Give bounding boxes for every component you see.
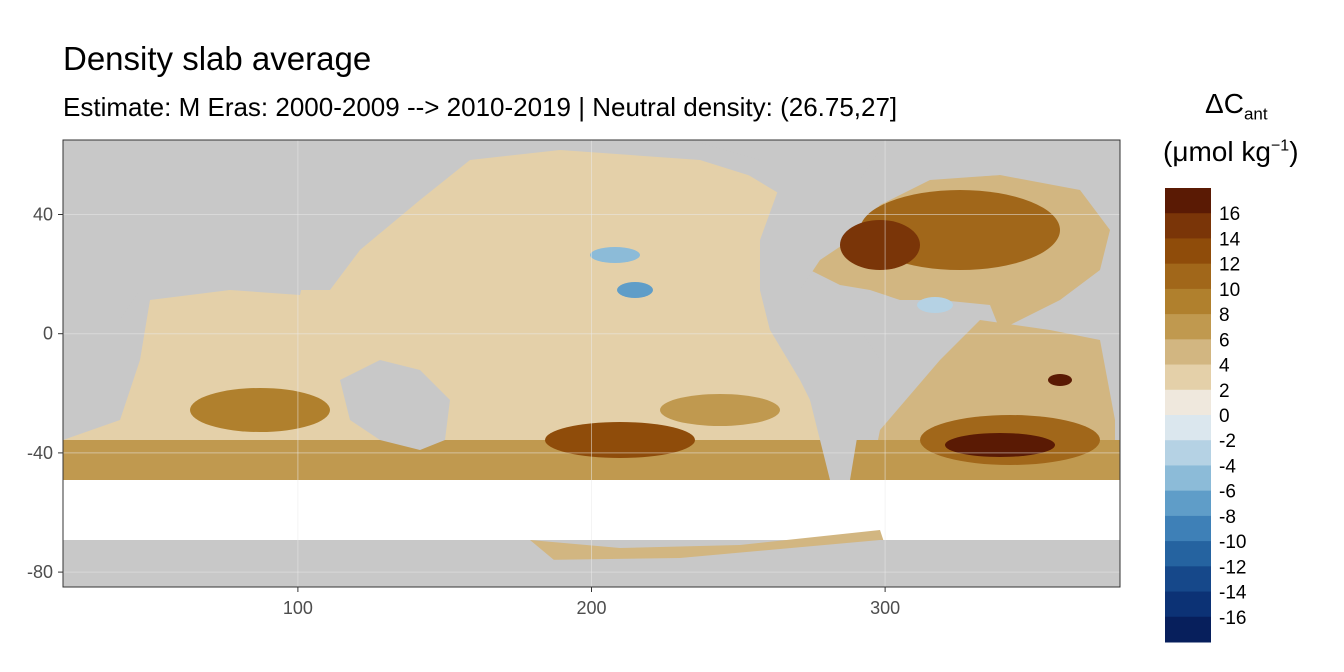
legend-swatch [1165, 566, 1211, 593]
legend-title-symbol: ΔC [1205, 88, 1244, 119]
legend-swatch [1165, 263, 1211, 290]
legend-swatch [1165, 288, 1211, 315]
legend-label: -14 [1219, 583, 1247, 604]
legend-label: -4 [1219, 456, 1236, 477]
legend-unit-close: ) [1289, 136, 1299, 167]
anomaly-atlantic-spot [1048, 374, 1072, 386]
legend-swatch [1165, 616, 1211, 643]
land-africa [63, 300, 110, 370]
y-tick-label: -80 [27, 562, 53, 582]
legend-label: -12 [1219, 557, 1246, 578]
legend-label: 12 [1219, 255, 1240, 276]
anomaly-south-atlantic-core [945, 433, 1055, 457]
legend-unit: (μmol kg−1) [1163, 136, 1299, 168]
land-americas [690, 140, 1120, 480]
legend-swatch [1165, 389, 1211, 416]
x-axis: 100 200 300 [283, 587, 900, 618]
legend-unit-text: (μmol kg [1163, 136, 1271, 167]
y-axis: 40 0 -40 -80 [27, 205, 63, 582]
legend-swatch [1165, 465, 1211, 492]
legend-label: 8 [1219, 305, 1230, 326]
x-tick-label: 300 [870, 598, 900, 618]
legend-label: -10 [1219, 532, 1246, 553]
anomaly-north-pacific-negative [590, 247, 640, 263]
legend-swatch [1165, 238, 1211, 265]
legend-colorbar: 16 14 12 10 8 6 4 2 0 -2 -4 -6 -8 -10 -12 -14 -16 [1165, 188, 1247, 643]
anomaly-south-pacific-strong [545, 422, 695, 458]
anomaly-south-pacific [660, 394, 780, 426]
legend-label: 2 [1219, 381, 1230, 402]
gridlines [63, 140, 1120, 587]
legend-swatch [1165, 364, 1211, 391]
legend-swatch [1165, 591, 1211, 618]
legend-label: -8 [1219, 507, 1236, 528]
legend-label: 6 [1219, 330, 1230, 351]
plot-title: Density slab average [63, 40, 372, 77]
anomaly-indian-ocean [190, 388, 330, 432]
legend-swatch [1165, 440, 1211, 466]
legend-label: -6 [1219, 482, 1236, 503]
y-tick-label: 0 [43, 324, 53, 344]
legend-label: -16 [1219, 608, 1246, 629]
legend-swatch [1165, 490, 1211, 517]
legend-title: ΔCant [1205, 88, 1268, 125]
legend-swatch [1165, 515, 1211, 542]
map-panel [63, 140, 1120, 587]
land-eurasia [63, 140, 560, 320]
legend-label: 16 [1219, 204, 1240, 225]
legend-swatch [1165, 339, 1211, 366]
legend-swatch [1165, 541, 1211, 567]
legend-swatch [1165, 314, 1211, 340]
legend-swatch [1165, 188, 1211, 214]
legend-swatch [1165, 415, 1211, 441]
legend-label: 0 [1219, 406, 1230, 427]
legend-unit-superscript: −1 [1270, 137, 1290, 155]
plot-subtitle: Estimate: M Eras: 2000-2009 --> 2010-201… [63, 92, 898, 122]
anomaly-central-pacific-negative [617, 282, 653, 298]
x-tick-label: 200 [576, 598, 606, 618]
x-tick-label: 100 [283, 598, 313, 618]
legend-label: 4 [1219, 356, 1230, 377]
legend-label: 14 [1219, 229, 1241, 250]
land-australia [340, 360, 450, 450]
y-tick-label: 40 [33, 205, 53, 225]
anomaly-tropical-atlantic-negative [917, 297, 953, 313]
anomaly-north-atlantic-core [840, 220, 920, 270]
legend-swatch [1165, 213, 1211, 239]
y-tick-label: -40 [27, 443, 53, 463]
legend-label: 10 [1219, 280, 1240, 301]
legend-label: -2 [1219, 431, 1236, 452]
legend-title-subscript: ant [1243, 104, 1268, 124]
